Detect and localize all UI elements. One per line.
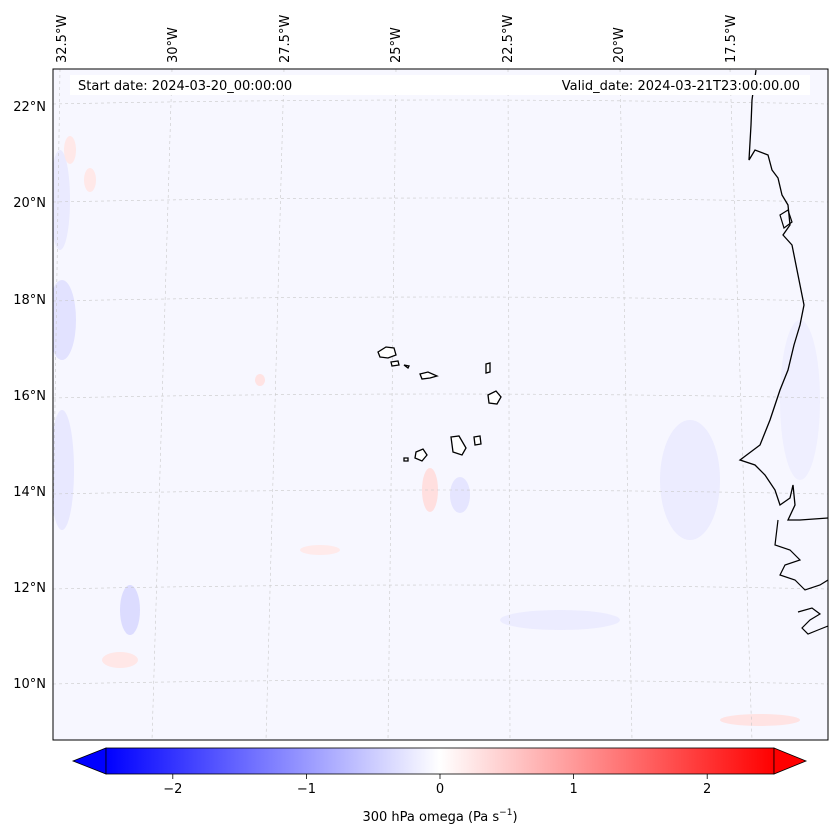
colorbar-title-suffix: ): [512, 810, 517, 825]
omega-blob: [255, 374, 265, 386]
colorbar-tick-label: −2: [163, 782, 182, 797]
omega-blob: [720, 714, 800, 726]
coastline-segment: [797, 607, 828, 635]
lon-label: 30°W: [166, 27, 181, 63]
colorbar-tick-label: 2: [703, 782, 711, 797]
omega-blob: [500, 610, 620, 630]
colorbar-tick-label: 1: [569, 782, 577, 797]
lat-label: 20°N: [13, 196, 46, 211]
africa-coastline: [738, 69, 828, 521]
lon-label: 17.5°W: [724, 15, 739, 63]
lat-label: 10°N: [13, 677, 46, 692]
colorbar-left-extend: [71, 747, 107, 775]
coastline-segment: [779, 209, 793, 229]
omega-blob: [450, 477, 470, 513]
colorbar-ticks: −2 −1 0 1 2: [163, 774, 711, 797]
omega-blob: [64, 136, 76, 164]
lat-label: 14°N: [13, 485, 46, 500]
colorbar-title-exponent: −1: [499, 808, 512, 818]
omega-blob: [120, 585, 140, 635]
colorbar-right-extend: [773, 747, 808, 775]
omega-blob: [102, 652, 138, 668]
omega-blob: [53, 150, 70, 250]
omega-blob: [300, 545, 340, 555]
lat-label: 22°N: [13, 100, 46, 115]
colorbar-tick-label: −1: [297, 782, 316, 797]
lat-label: 12°N: [13, 581, 46, 596]
lat-label: 18°N: [13, 293, 46, 308]
start-date-label: Start date: 2024-03-20_00:00:00: [78, 79, 292, 94]
omega-blob: [660, 420, 720, 540]
lon-label: 32.5°W: [55, 15, 70, 63]
omega-blob: [53, 280, 76, 360]
lat-label: 16°N: [13, 389, 46, 404]
lon-label: 27.5°W: [278, 15, 293, 63]
lon-label: 20°W: [612, 27, 627, 63]
graticule: [53, 69, 828, 740]
colorbar-title-prefix: 300 hPa omega (Pa s: [362, 810, 499, 825]
header-band: [70, 75, 810, 95]
colorbar-title: 300 hPa omega (Pa s−1): [362, 808, 517, 825]
omega-field: [53, 69, 828, 740]
omega-blob: [422, 468, 438, 512]
lon-label: 25°W: [389, 27, 404, 63]
colorbar-tick-label: 0: [436, 782, 444, 797]
colorbar-body: [105, 747, 775, 775]
omega-blob: [53, 410, 74, 530]
omega-blob: [84, 168, 96, 192]
coastline-segment: [774, 519, 828, 591]
lon-label: 22.5°W: [501, 15, 516, 63]
colorbar: −2 −1 0 1 2 300 hPa omega (Pa s−1): [71, 747, 808, 825]
valid-date-label: Valid_date: 2024-03-21T23:00:00.00: [562, 79, 800, 94]
cape-verde-islands: [377, 346, 502, 462]
map-background: [53, 69, 828, 740]
map-frame: [52, 68, 829, 741]
omega-blob: [780, 320, 820, 480]
